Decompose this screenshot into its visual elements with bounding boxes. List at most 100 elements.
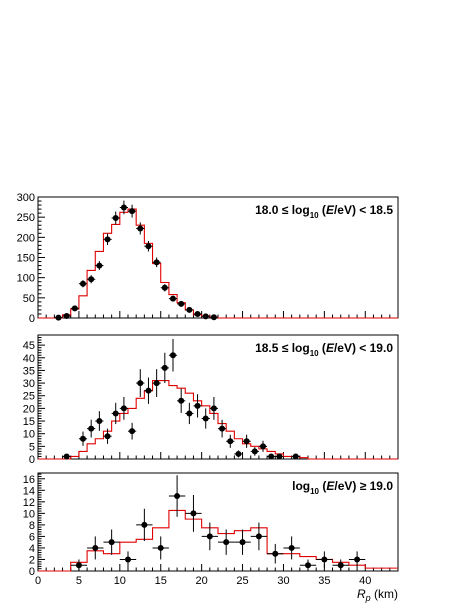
data-point [202,415,209,422]
data-point [210,405,217,412]
data-point [206,533,213,540]
data-point [129,428,136,435]
data-point [305,562,311,569]
data-point [80,435,86,442]
x-tick-label: 5 [76,575,82,587]
y-tick-label: 14 [23,485,35,497]
data-point [288,544,295,551]
panel-energy-18.0-18.5: 0 50 100 150 200 250 300 18.0 ≤ log10 (E/eV) < … [17,192,399,325]
data-point [186,306,193,313]
y-tick-label: 30 [23,378,35,390]
data-point [251,448,258,455]
y-tick-label: 4 [29,543,35,555]
y-tick-label: 15 [23,416,35,428]
x-tick-label: 30 [277,575,289,587]
data-point [137,225,144,232]
data-point [108,539,115,546]
data-point [55,314,62,321]
data-point [354,556,361,563]
y-tick-label: 6 [29,531,35,543]
mc-histogram-line [38,208,398,319]
x-tick-label: 15 [155,575,167,587]
data-point [170,295,176,302]
y-tick-label: 8 [29,520,35,532]
data-point [219,425,226,432]
data-point [92,544,99,551]
data-point [112,410,119,417]
mc-histogram-line [38,380,398,460]
data-point [137,380,144,387]
y-tick-label: 45 [23,340,35,352]
data-point [223,539,230,546]
data-point [272,550,279,557]
data-point [63,312,70,319]
y-tick-label: 20 [23,403,35,415]
y-tick-label: 5 [29,441,35,453]
data-point [292,453,299,460]
y-tick-label: 2 [29,554,35,566]
data-point [235,450,242,457]
x-tick-label: 10 [114,575,126,587]
data-point [276,453,283,460]
y-tick-label: 0 [29,566,35,578]
data-point [88,425,95,432]
data-point [268,453,275,460]
x-tick-label: 20 [196,575,208,587]
data-point [190,510,197,517]
x-axis-label: Rp (km) [357,587,398,603]
data-point [88,276,95,283]
y-tick-label: 100 [17,273,35,285]
data-point [63,453,70,460]
x-tick-label: 0 [35,575,41,587]
y-tick-label: 0 [29,454,35,466]
y-tick-label: 200 [17,232,35,244]
data-point [75,562,82,569]
x-tick-label: 35 [318,575,330,587]
data-point [170,352,176,359]
data-point [104,236,111,243]
panel-energy-range-label: log10 (E/eV) ≥ 19.0 [292,479,393,496]
mc-histogram-line [38,509,398,572]
data-point [194,310,201,317]
panel-energy-range-label: 18.5 ≤ log10 (E/eV) < 19.0 [255,341,393,358]
y-tick-label: 10 [23,508,35,520]
data-point [96,262,103,269]
y-tick-label: 300 [17,192,35,204]
data-point [153,259,160,266]
data-point [141,521,148,528]
data-point [153,380,160,387]
data-point [321,556,328,563]
data-point [71,305,78,312]
data-point [260,443,266,450]
y-tick-label: 10 [23,429,35,441]
y-tick-label: 25 [23,391,35,403]
data-point [337,562,344,569]
y-tick-label: 12 [23,497,35,509]
data-point [120,204,127,211]
y-tick-label: 0 [29,313,35,325]
data-point [104,433,111,440]
y-tick-label: 150 [17,253,35,265]
x-tick-label: 25 [236,575,248,587]
data-point [161,364,168,371]
y-tick-label: 50 [23,293,35,305]
data-point [178,397,185,404]
data-point [243,438,250,445]
data-point [186,410,193,417]
y-tick-label: 250 [17,212,35,224]
y-tick-label: 40 [23,353,35,365]
data-point [202,313,209,320]
data-point [210,314,217,321]
data-point [174,493,181,500]
data-point [96,418,103,425]
data-point [120,405,127,412]
data-point [194,402,201,409]
data-point [161,284,168,291]
data-point [80,280,86,287]
data-point [157,544,164,551]
data-point [255,533,262,540]
data-point [129,208,136,215]
